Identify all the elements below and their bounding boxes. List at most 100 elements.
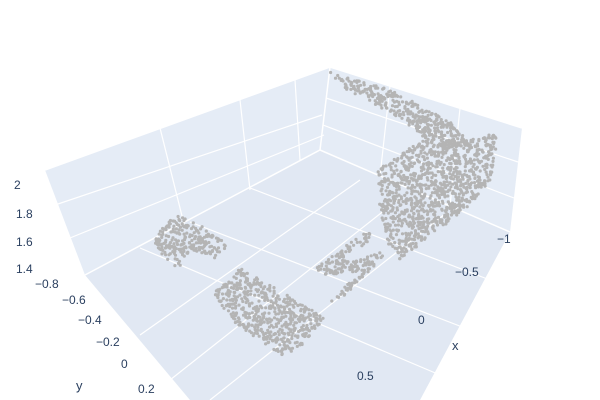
data-point [301, 334, 305, 338]
data-point [440, 221, 444, 225]
data-point [435, 203, 439, 207]
data-point [433, 129, 437, 133]
data-point [256, 315, 261, 319]
data-point [238, 270, 242, 274]
data-point [487, 150, 491, 154]
data-point [200, 225, 204, 229]
data-point [452, 151, 456, 155]
data-point [188, 235, 192, 239]
data-point [427, 160, 431, 164]
data-point [160, 252, 164, 256]
y-tick-label: 0.2 [138, 382, 155, 396]
data-point [438, 161, 442, 165]
data-point [380, 187, 384, 191]
data-point [251, 334, 255, 338]
data-point [469, 168, 473, 172]
point-cloud [154, 70, 498, 357]
x-axis-title: x [452, 338, 459, 353]
data-point [292, 328, 296, 333]
data-point [461, 134, 465, 138]
data-point [241, 271, 245, 276]
data-point [430, 112, 434, 116]
data-point [273, 306, 277, 310]
data-point [441, 166, 445, 170]
data-point [433, 200, 438, 204]
data-point [405, 233, 409, 238]
data-point [283, 345, 287, 349]
data-point [447, 188, 451, 192]
data-point [485, 173, 489, 177]
data-point [398, 203, 402, 207]
z-tick-label: 2 [14, 178, 21, 192]
y-tick-label: −0.2 [96, 335, 120, 349]
data-point [268, 333, 272, 337]
data-point [429, 118, 433, 123]
data-point [400, 100, 405, 104]
data-point [429, 123, 433, 127]
data-point [269, 330, 273, 334]
cluster-front-cluster [213, 267, 325, 357]
data-point [456, 137, 460, 141]
data-point [282, 299, 286, 303]
data-point [369, 254, 373, 258]
data-point [463, 169, 467, 173]
data-point [228, 302, 232, 306]
data-point [382, 209, 386, 213]
data-point [407, 213, 411, 217]
data-point [392, 194, 396, 198]
data-point [415, 182, 419, 186]
data-point [394, 191, 398, 195]
data-point [237, 303, 241, 307]
data-point [328, 270, 333, 274]
data-point [436, 128, 440, 132]
data-point [265, 296, 269, 300]
data-point [383, 198, 387, 202]
data-point [471, 165, 475, 169]
data-point [411, 189, 415, 193]
data-point [423, 171, 428, 176]
data-point [202, 235, 207, 239]
data-point [274, 324, 279, 329]
data-point [334, 269, 338, 273]
data-point [403, 193, 407, 197]
data-point [224, 292, 228, 296]
data-point [422, 167, 426, 171]
data-point [422, 162, 426, 166]
data-point [293, 334, 298, 338]
data-point [340, 289, 344, 293]
data-point [413, 195, 417, 199]
data-point [490, 170, 494, 174]
data-point [362, 81, 366, 85]
data-point [420, 108, 424, 112]
data-point [272, 332, 276, 337]
data-point [209, 244, 214, 248]
data-point [456, 175, 460, 179]
data-point [406, 116, 410, 120]
data-point [378, 251, 382, 255]
data-point [234, 276, 238, 280]
data-point [407, 236, 411, 241]
data-point [423, 201, 427, 205]
data-point [260, 312, 265, 316]
data-point [364, 232, 368, 237]
data-point [465, 185, 469, 189]
data-point [475, 179, 480, 183]
data-point [346, 247, 350, 251]
data-point [176, 214, 180, 219]
data-point [253, 328, 257, 332]
data-point [396, 250, 400, 254]
data-point [235, 282, 239, 286]
data-point [388, 89, 392, 93]
data-point [411, 219, 415, 223]
data-point [404, 176, 409, 181]
data-point [351, 264, 355, 268]
data-point [380, 216, 384, 220]
data-point [395, 188, 399, 192]
data-point [437, 115, 441, 119]
data-point [190, 233, 194, 238]
data-point [308, 318, 312, 322]
data-point [399, 169, 403, 173]
data-point [301, 324, 305, 328]
y-axis-ticks: −0.8 −0.6 −0.4 −0.2 0 0.2 [35, 277, 155, 396]
